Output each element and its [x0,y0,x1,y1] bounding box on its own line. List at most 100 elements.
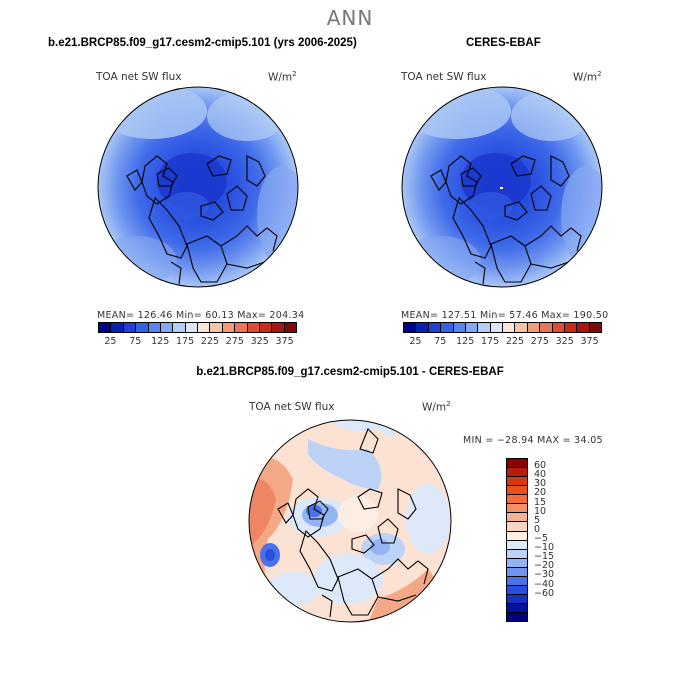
panel1-colorbar-swatch [272,323,285,332]
panel3-polar-map [248,419,452,623]
colorbar-tick-label: 60 [534,460,547,472]
panel3-colorbar-swatch [507,531,527,541]
colorbar-tick-label: 40 [534,469,547,481]
panel2-colorbar-swatch [577,323,590,332]
panel2-stats: MEAN= 127.51 Min= 57.46 Max= 190.50 [401,310,609,321]
panel1-colorbar-swatch [222,323,236,332]
panel3-variable-label: TOA net SW flux [249,401,335,413]
panel2-colorbar-swatch [490,323,503,332]
panel3-colorbar-swatch [507,604,527,614]
panel3-colorbar-swatch [507,504,527,514]
panel2-title: CERES-EBAF [466,37,541,49]
panel2-colorbar-swatch [478,323,491,332]
panel1-variable-label: TOA net SW flux [96,71,182,83]
colorbar-tick-label: 275 [530,336,549,347]
colorbar-tick-label: 325 [250,336,269,347]
panel1-colorbar-swatch [148,323,161,332]
colorbar-tick-label: 10 [534,505,547,517]
panel3-colorbar-swatch [507,585,527,595]
panel3-colorbar-swatch [507,576,527,586]
panel3-colorbar-swatch [507,540,527,550]
colorbar-tick-label: 30 [534,478,547,490]
colorbar-tick-label: −20 [534,560,555,572]
colorbar-tick-label: −15 [534,551,555,563]
panel1-colorbar-swatch [185,323,198,332]
panel3-stats: MIN = −28.94 MAX = 34.05 [463,435,603,446]
panel2-colorbar-swatch [515,323,528,332]
panel1-colorbar-swatch [198,323,211,332]
colorbar-tick-label: 25 [409,336,422,347]
colorbar-tick-label: 375 [580,336,599,347]
panel2-colorbar-swatch [404,323,417,332]
colorbar-tick-label: −60 [534,587,555,599]
panel2-colorbar [403,322,602,333]
colorbar-tick-label: −5 [534,533,549,544]
panel3-colorbar [506,458,528,622]
panel1-colorbar-swatch [111,323,124,332]
colorbar-tick-label: −40 [534,578,555,590]
panel2-colorbar-swatch [540,323,553,332]
panel3-title: b.e21.BRCP85.f09_g17.cesm2-cmip5.101 - C… [196,366,504,378]
colorbar-tick-label: 5 [534,514,541,526]
colorbar-tick-label: 15 [534,496,547,508]
panel3-colorbar-swatch [507,459,527,469]
colorbar-tick-label: 175 [480,336,500,347]
panel3-colorbar-swatch [507,495,527,505]
panel1-stats: MEAN= 126.46 Min= 60.13 Max= 204.34 [97,310,305,321]
colorbar-tick-label: 175 [175,336,195,347]
panel2-colorbar-ticks: 25 75 125 175 225 275 325 375 [403,336,602,348]
panel3-colorbar-swatch [507,558,527,568]
panel2-polar-map [401,86,603,288]
panel2-colorbar-swatch [441,323,454,332]
panel2-colorbar-swatch [589,323,601,332]
colorbar-tick-label: 325 [555,336,574,347]
colorbar-tick-label: −10 [534,542,555,554]
panel1-colorbar-swatch [247,323,260,332]
panel1-polar-map [97,86,299,288]
panel2-colorbar-swatch [552,323,565,332]
panel1-title: b.e21.BRCP85.f09_g17.cesm2-cmip5.101 (yr… [48,37,357,49]
colorbar-tick-label: 125 [456,336,475,347]
panel2-colorbar-swatch [465,323,479,332]
colorbar-tick-label: 275 [225,336,244,347]
colorbar-tick-label: 25 [104,336,117,347]
panel3-colorbar-swatch [507,613,527,622]
panel2-variable-label: TOA net SW flux [401,71,487,83]
panel3-units-label: W/m2 [422,400,451,414]
colorbar-tick-label: 225 [505,336,525,347]
colorbar-tick-label: 20 [534,487,547,499]
colorbar-tick-label: 0 [534,523,541,535]
panel2-colorbar-swatch [416,323,429,332]
panel1-colorbar-swatch [123,323,137,332]
panel1-colorbar-swatch [160,323,174,332]
panel2-colorbar-swatch [503,323,516,332]
colorbar-tick-label: 125 [151,336,170,347]
panel3-colorbar-swatch [507,468,527,478]
colorbar-tick-label: 225 [200,336,220,347]
colorbar-tick-label: −30 [534,569,555,581]
panel3-colorbar-swatch [507,477,527,487]
panel1-colorbar-swatch [99,323,112,332]
panel3-colorbar-swatch [507,522,527,532]
panel3-colorbar-swatch [507,549,527,559]
colorbar-tick-label: 75 [434,336,447,347]
panel3-colorbar-swatch [507,486,527,496]
panel1-colorbar-swatch [235,323,248,332]
colorbar-tick-label: 75 [129,336,142,347]
panel1-colorbar-swatch [173,323,186,332]
colorbar-tick-label: 375 [275,336,294,347]
panel3-colorbar-swatch [507,513,527,523]
page-title: ANN [326,6,374,30]
panel1-colorbar-swatch [136,323,149,332]
panel1-colorbar [98,322,297,333]
panel3-colorbar-ticks: 60 40 30 20 15 10 5 0 −5 −10 −15 −20 −30 −40 −60 [534,458,574,622]
panel2-colorbar-swatch [428,323,442,332]
panel2-colorbar-swatch [564,323,578,332]
panel1-colorbar-ticks: 25 75 125 175 225 275 325 375 [98,336,297,348]
panel2-colorbar-swatch [527,323,541,332]
panel1-colorbar-swatch [284,323,296,332]
panel1-colorbar-swatch [210,323,223,332]
panel3-colorbar-swatch [507,567,527,577]
panel3-colorbar-swatch [507,594,527,604]
panel2-colorbar-swatch [453,323,466,332]
